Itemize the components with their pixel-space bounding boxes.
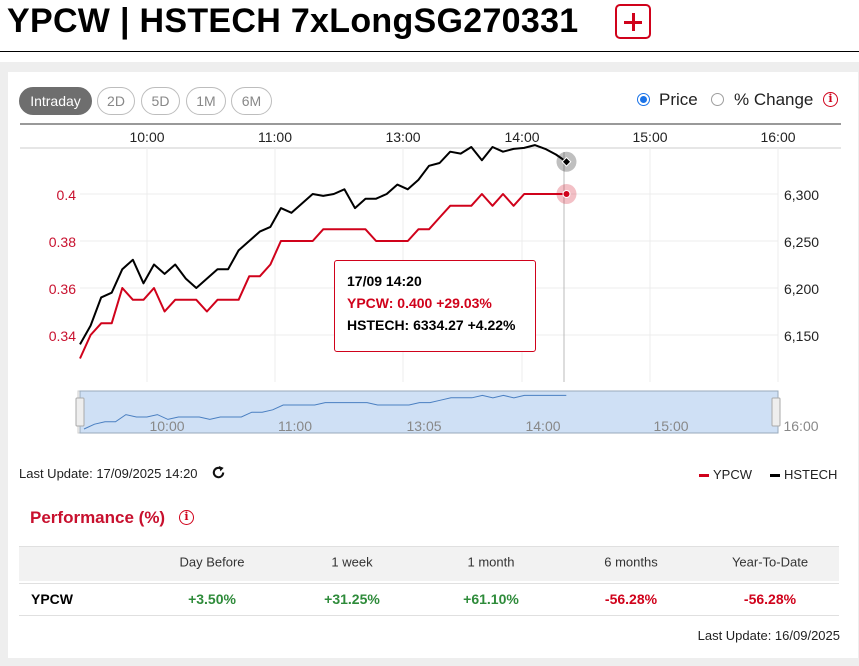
tooltip-datetime: 17/09 14:20 <box>347 273 422 289</box>
navigator-left-handle <box>75 397 85 427</box>
info-icon[interactable]: i <box>823 92 838 107</box>
percent-change-radio[interactable] <box>711 93 724 106</box>
range-5d-button[interactable]: 5D <box>141 87 180 115</box>
row-label: YPCW <box>31 591 73 607</box>
time-tick-label: 15:00 <box>632 129 668 145</box>
right-axis-tick-label: 6,250 <box>784 234 820 250</box>
column-header: Day Before <box>179 554 245 570</box>
right-axis-tick-label: 6,200 <box>784 281 820 297</box>
chart-tooltip: 17/09 14:20 YPCW: 0.400 +29.03% HSTECH: … <box>334 260 536 352</box>
tooltip-ypcw: YPCW: 0.400 +29.03% <box>347 295 492 311</box>
left-axis-tick-label: 0.34 <box>48 328 76 344</box>
navigator-series <box>83 394 567 430</box>
perf-value: -56.28% <box>743 591 797 607</box>
time-tick-label: 16:00 <box>760 129 796 145</box>
legend-item-ypcw[interactable]: YPCW <box>699 467 752 482</box>
series-line-ypcw <box>79 193 567 359</box>
left-axis-tick-label: 0.36 <box>48 281 76 297</box>
navigator-tick-label: 13:05 <box>406 418 442 434</box>
time-tick-label: 10:00 <box>129 129 165 145</box>
time-tick-label: 14:00 <box>504 129 540 145</box>
performance-title: Performance (%) <box>30 508 166 527</box>
column-header: 1 month <box>467 554 515 570</box>
hover-point-hstech <box>561 156 572 167</box>
price-radio[interactable] <box>637 93 650 106</box>
range-intraday-button[interactable]: Intraday <box>19 87 92 115</box>
performance-last-update: Last Update: 16/09/2025 <box>697 628 840 643</box>
time-tick-label: 13:00 <box>385 129 421 145</box>
hover-point-ypcw <box>562 190 571 198</box>
percent-change-radio-label[interactable]: % Change <box>734 90 814 109</box>
performance-table-header <box>19 546 839 581</box>
info-icon[interactable]: i <box>179 510 194 525</box>
navigator-selection <box>79 390 779 434</box>
last-update-text: Last Update: 17/09/2025 14:20 <box>19 466 198 481</box>
navigator-tick-label: 16:00 <box>783 418 819 434</box>
hover-markers <box>556 151 577 204</box>
column-header: 6 months <box>604 554 658 570</box>
left-axis-tick-label: 0.4 <box>56 187 76 203</box>
column-header: Year-To-Date <box>731 554 809 570</box>
right-axis-tick-label: 6,300 <box>784 187 820 203</box>
range-2d-button[interactable]: 2D <box>97 87 135 115</box>
navigator-tick-label: 14:00 <box>525 418 561 434</box>
perf-value: +31.25% <box>324 591 380 607</box>
range-6m-button[interactable]: 6M <box>231 87 272 115</box>
plus-icon[interactable] <box>615 4 651 39</box>
column-header: 1 week <box>331 554 373 570</box>
series-layer <box>79 144 568 359</box>
tooltip-hstech: HSTECH: 6334.27 +4.22% <box>347 317 516 333</box>
navigator-right-handle <box>771 397 781 427</box>
legend-item-hstech[interactable]: HSTECH <box>770 467 837 482</box>
perf-value: +3.50% <box>188 591 236 607</box>
header-bar: YPCW | HSTECH 7xLongSG270331 <box>0 0 859 52</box>
left-axis-tick-label: 0.38 <box>48 234 76 250</box>
legend-swatch-ypcw <box>699 474 709 478</box>
refresh-icon[interactable] <box>211 465 226 480</box>
range-1m-button[interactable]: 1M <box>186 87 226 115</box>
navigator-tick-label: 11:00 <box>278 418 312 434</box>
legend-swatch-hstech <box>770 474 780 478</box>
time-tick-label: 11:00 <box>258 129 292 145</box>
perf-value: -56.28% <box>604 591 658 607</box>
price-radio-label[interactable]: Price <box>659 90 698 109</box>
navigator-tick-label: 10:00 <box>149 418 185 434</box>
legend-label: HSTECH <box>784 467 838 482</box>
page-title: YPCW | HSTECH 7xLongSG270331 <box>7 2 579 40</box>
navigator-line <box>83 394 567 430</box>
navigator-tick-label: 15:00 <box>653 418 689 434</box>
right-axis-tick-label: 6,150 <box>784 328 820 344</box>
table-row <box>19 583 839 616</box>
legend-label: YPCW <box>713 467 752 482</box>
series-line-hstech <box>79 144 568 345</box>
perf-value: +61.10% <box>463 591 519 607</box>
